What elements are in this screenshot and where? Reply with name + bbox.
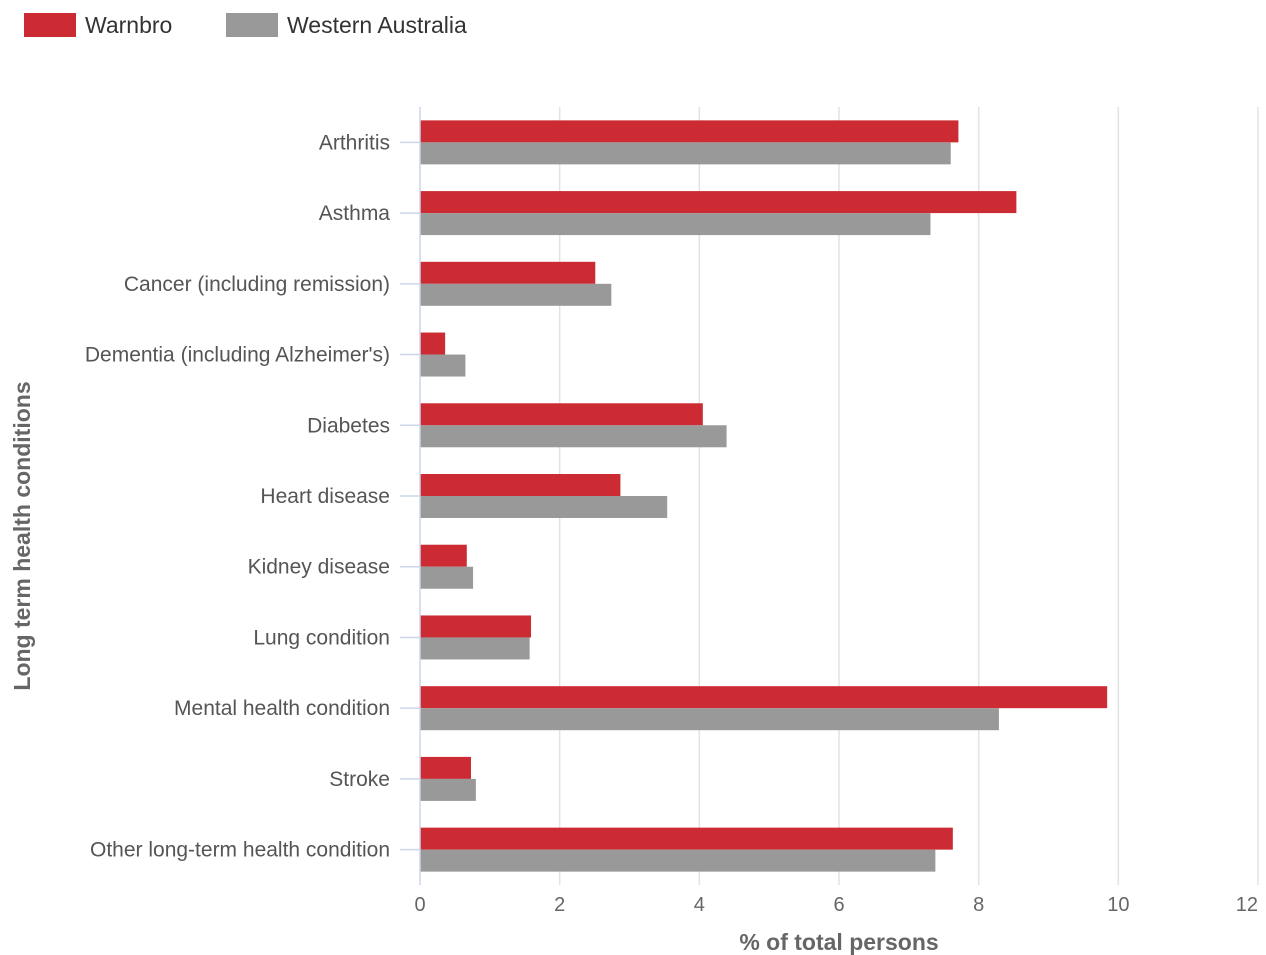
category-label: Cancer (including remission) [124, 273, 390, 296]
legend-label[interactable]: Western Australia [287, 12, 467, 38]
bar-warnbro[interactable] [420, 332, 446, 355]
bar-western-australia[interactable] [420, 708, 999, 731]
bars [420, 120, 1108, 872]
gridlines [558, 107, 1259, 885]
x-tick-label: 2 [554, 894, 565, 916]
x-tick-label: 12 [1236, 894, 1258, 916]
bar-western-australia[interactable] [420, 849, 936, 872]
x-tick-label: 10 [1107, 894, 1129, 916]
x-axis: 0 2 4 6 8 10 12 [414, 894, 1258, 916]
category-label: Dementia (including Alzheimer's) [85, 344, 390, 367]
category-label: Other long-term health condition [90, 839, 390, 862]
bar-warnbro[interactable] [420, 120, 959, 143]
bar-warnbro[interactable] [420, 403, 703, 426]
category-label: Asthma [319, 202, 391, 225]
bar-western-australia[interactable] [420, 566, 474, 589]
bar-western-australia[interactable] [420, 496, 668, 518]
bar-warnbro[interactable] [420, 827, 953, 850]
y-axis-title: Long term health conditions [9, 381, 35, 690]
category-label: Lung condition [253, 626, 390, 649]
bar-western-australia[interactable] [420, 283, 612, 306]
bar-western-australia[interactable] [420, 354, 466, 377]
bar-western-australia[interactable] [420, 425, 727, 448]
category-label: Mental health condition [174, 697, 390, 720]
x-axis-title: % of total persons [739, 929, 938, 955]
legend-label[interactable]: Warnbro [85, 12, 172, 38]
bar-warnbro[interactable] [420, 544, 467, 567]
bar-warnbro[interactable] [420, 261, 596, 284]
bar-warnbro[interactable] [420, 756, 471, 779]
legend: Warnbro Western Australia [24, 12, 467, 38]
y-axis: Arthritis Asthma Cancer (including remissi… [85, 107, 421, 885]
bar-western-australia[interactable] [420, 778, 476, 801]
x-tick-label: 4 [694, 894, 705, 916]
category-label: Kidney disease [248, 556, 390, 579]
bar-warnbro[interactable] [420, 686, 1108, 709]
legend-swatch[interactable] [226, 13, 278, 37]
legend-swatch[interactable] [24, 13, 76, 37]
bar-western-australia[interactable] [420, 142, 951, 165]
category-label: Diabetes [307, 414, 390, 437]
category-label: Arthritis [319, 131, 390, 154]
bar-western-australia[interactable] [420, 213, 931, 236]
category-label: Stroke [329, 768, 390, 791]
x-tick-label: 0 [414, 894, 425, 916]
category-label: Heart disease [260, 485, 390, 508]
x-tick-label: 8 [973, 894, 984, 916]
bar-warnbro[interactable] [420, 474, 621, 496]
bar-warnbro[interactable] [420, 615, 532, 638]
bar-western-australia[interactable] [420, 637, 530, 660]
bar-warnbro[interactable] [420, 191, 1017, 214]
x-tick-label: 6 [833, 894, 844, 916]
